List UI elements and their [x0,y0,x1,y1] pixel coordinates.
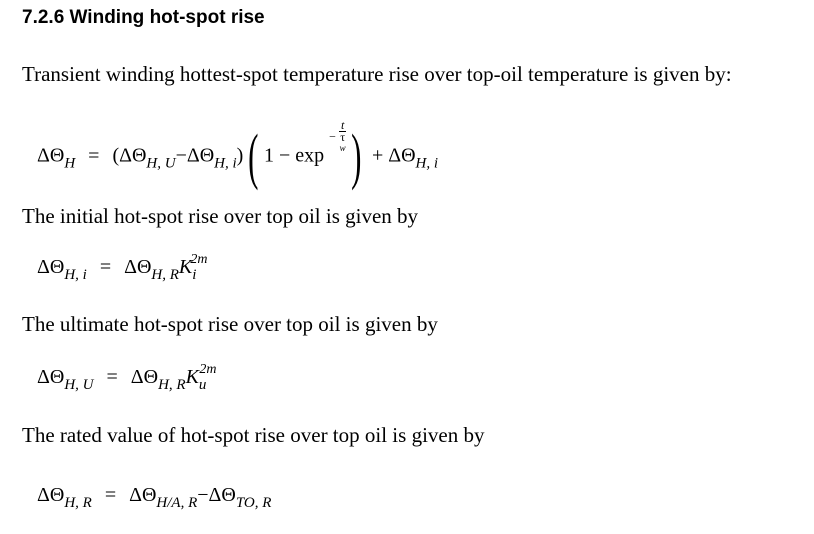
eq-sub: H, R [151,267,179,283]
eq-term: 1 − exp [264,144,325,167]
eq-sup: 2m [190,252,208,267]
tau: τ [340,129,346,144]
eq-sub: H, R [158,377,186,393]
eq-term: ΔΘ [37,256,65,278]
exponent: − t τ w [329,117,347,154]
equation-initial-rise: ΔΘH, i = ΔΘH, RKi2m [37,252,208,284]
eq-term: K [185,366,199,388]
paragraph-rated: The rated value of hot-spot rise over to… [22,423,485,447]
section-title: 7.2.6 Winding hot-spot rise [22,7,265,28]
eq-term: ΔΘ [130,366,159,388]
eq-sub: i [192,267,197,283]
big-paren-right: ) [351,123,362,191]
eq-sign: = [88,144,100,167]
eq-term: + ΔΘ [371,144,416,167]
big-paren-left: ( [248,123,259,191]
eq-sub: w [339,142,346,153]
eq-sub: u [198,377,207,393]
eq-op: − [175,144,187,167]
eq-term: ΔΘ [208,484,236,506]
eq-sign: = [104,484,117,506]
eq-sub: H, i [415,155,439,172]
paragraph-ultimate: The ultimate hot-spot rise over top oil … [22,312,438,336]
eq-sub: H/A, R [156,495,198,511]
eq-sub: H, i [64,267,87,283]
eq-term: ΔΘ [186,144,215,167]
eq-sub: TO, R [235,495,272,511]
eq-sign: = [99,256,112,278]
eq-term: ΔΘ [124,256,152,278]
equation-transient-hot-spot-rise: ΔΘH = (ΔΘH, U−ΔΘH, i)(1 − exp − t τ w) + ΔΘ… [37,119,439,191]
eq-sup: 2m [199,362,217,377]
eq-sign: = [106,366,118,388]
eq-term: ΔΘ [37,144,65,167]
equation-rated-rise: ΔΘH, R = ΔΘH/A, R−ΔΘTO, R [37,484,271,512]
eq-term: (ΔΘ [112,144,147,167]
eq-paren: ) [236,144,244,167]
eq-term: K [178,256,193,278]
paragraph-intro: Transient winding hottest-spot temperatu… [22,62,732,86]
eq-term: ΔΘ [129,484,157,506]
paragraph-initial: The initial hot-spot rise over top oil i… [22,204,419,228]
eq-term: ΔΘ [37,484,65,506]
eq-sub: H, U [64,377,94,393]
eq-op: − [329,129,336,144]
eq-sub: H [64,155,76,172]
eq-op: − [197,484,209,506]
numerator: t [338,117,347,132]
equation-ultimate-rise: ΔΘH, U = ΔΘH, RKu2m [37,362,217,394]
eq-sub: H, U [146,155,176,172]
eq-sub: H, R [64,495,92,511]
eq-sub: H, i [214,155,237,172]
eq-term: ΔΘ [37,366,65,388]
